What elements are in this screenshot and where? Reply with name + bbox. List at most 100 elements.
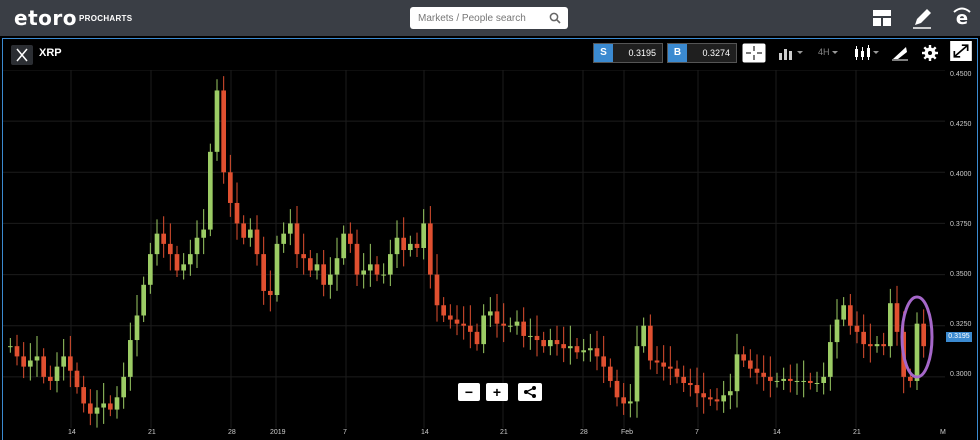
- candle-body: [708, 397, 713, 400]
- candle-body: [254, 229, 260, 255]
- candlestick-chart[interactable]: [3, 70, 945, 428]
- sell-button[interactable]: S 0.3195: [593, 43, 663, 63]
- y-tick-label: 0.3750: [950, 221, 972, 228]
- candle-body: [714, 399, 720, 402]
- candle-body: [574, 346, 580, 353]
- share-button[interactable]: [518, 383, 542, 401]
- candle-body: [388, 254, 393, 275]
- share-icon[interactable]: [518, 383, 542, 401]
- candle-body: [441, 305, 446, 316]
- y-tick-label: 0.4000: [950, 171, 972, 178]
- candle-body: [634, 346, 640, 402]
- chart-frame: [2, 38, 978, 440]
- candle-body: [274, 243, 280, 296]
- candle-body: [728, 391, 733, 396]
- candle-body: [701, 393, 706, 398]
- candle-body: [141, 284, 146, 316]
- x-tick-label: 28: [228, 429, 236, 436]
- candle-body: [448, 315, 453, 320]
- candle-body: [694, 385, 700, 394]
- candle-body: [401, 237, 406, 251]
- zoom-in-button[interactable]: +: [486, 383, 508, 401]
- candle-body: [101, 403, 106, 408]
- interval-selector[interactable]: 4H: [818, 47, 830, 57]
- buy-tag: B: [668, 44, 687, 62]
- settings-gear-icon[interactable]: [920, 43, 940, 63]
- candle-body: [41, 356, 46, 377]
- close-icon[interactable]: [11, 45, 33, 65]
- close-chart-button[interactable]: [11, 45, 33, 65]
- candle-body: [601, 356, 606, 367]
- candle-body: [614, 380, 620, 398]
- candle-body: [394, 237, 400, 255]
- candle-body: [474, 331, 480, 345]
- buy-button[interactable]: B 0.3274: [667, 43, 737, 63]
- candle-body: [328, 274, 333, 285]
- candle-body: [341, 233, 346, 259]
- chart-grid: [3, 70, 945, 428]
- candle-body: [514, 321, 520, 326]
- etoro-app-icon[interactable]: e: [950, 6, 974, 30]
- candle-body: [54, 366, 60, 381]
- candle-body: [661, 362, 666, 367]
- crosshair-icon[interactable]: [742, 43, 766, 63]
- candle-body: [581, 350, 586, 353]
- candle-body: [501, 323, 506, 326]
- candle-body: [21, 356, 26, 367]
- candle-body: [421, 223, 426, 248]
- candle-body: [748, 360, 753, 369]
- x-tick-label: Feb: [621, 429, 634, 436]
- fullscreen-icon[interactable]: [948, 41, 974, 61]
- candle-body: [488, 311, 493, 316]
- candle-body: [261, 254, 266, 291]
- candle-body: [841, 305, 846, 320]
- candle-body: [154, 233, 160, 255]
- search-icon[interactable]: [549, 12, 561, 24]
- candle-body: [454, 319, 460, 324]
- layout-icon[interactable]: [870, 6, 894, 30]
- procharts-label: PROCHARTS: [79, 14, 133, 23]
- candle-body: [281, 233, 286, 244]
- candle-body: [208, 151, 213, 230]
- candle-body: [794, 380, 800, 382]
- candle-body: [354, 243, 360, 275]
- candle-body: [94, 407, 100, 414]
- candle-body: [861, 331, 866, 345]
- candle-body: [314, 264, 320, 271]
- compare-icon[interactable]: [777, 43, 807, 63]
- candle-body: [461, 323, 466, 326]
- candle-body: [321, 264, 326, 285]
- edit-pencil-icon[interactable]: [910, 6, 934, 30]
- search-input[interactable]: [410, 7, 548, 29]
- candle-body: [81, 387, 86, 404]
- x-tick-label: M: [940, 429, 946, 436]
- candle-body: [788, 378, 793, 381]
- candle-type-icon[interactable]: [852, 43, 882, 63]
- candle-body: [108, 403, 113, 410]
- x-tick-label: 7: [343, 429, 347, 436]
- y-tick-label: 0.3250: [950, 321, 972, 328]
- candle-body: [528, 335, 533, 337]
- search-box[interactable]: [410, 7, 568, 29]
- candle-body: [921, 323, 926, 347]
- y-tick-label: 0.4500: [950, 71, 972, 78]
- candle-body: [881, 344, 886, 347]
- candle-body: [608, 366, 613, 381]
- candle-body: [688, 382, 693, 386]
- etoro-logo[interactable]: etoro: [14, 6, 77, 30]
- candle-body: [374, 264, 380, 275]
- chevron-down-icon[interactable]: [830, 43, 840, 63]
- candle-body: [741, 354, 746, 361]
- candle-body: [228, 172, 233, 203]
- candle-body: [28, 360, 33, 367]
- candle-body: [828, 342, 833, 377]
- candle-body: [14, 346, 20, 357]
- zoom-out-button[interactable]: −: [458, 383, 480, 401]
- buy-price: 0.3274: [702, 48, 730, 58]
- drawing-tools-icon[interactable]: [890, 43, 910, 63]
- candle-body: [774, 380, 780, 382]
- candle-body: [821, 376, 826, 383]
- candle-body: [481, 315, 486, 345]
- candle-body: [241, 223, 246, 238]
- candle-body: [68, 356, 73, 371]
